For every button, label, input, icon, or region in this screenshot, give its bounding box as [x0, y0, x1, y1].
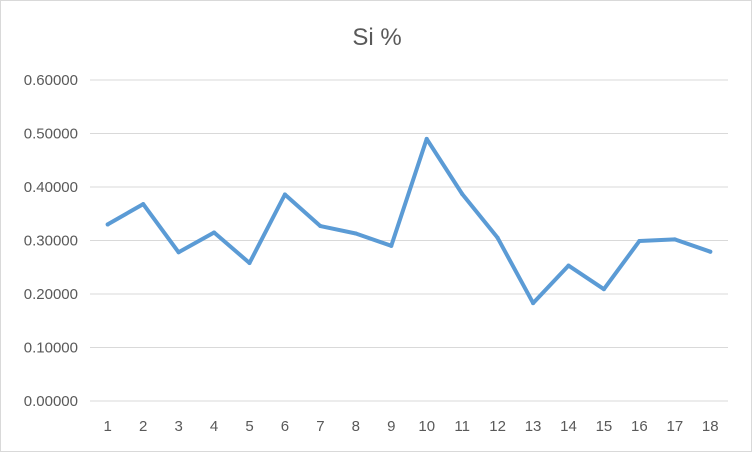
- data-point: [141, 202, 146, 207]
- data-point: [637, 239, 642, 244]
- y-tick-label: 0.30000: [24, 233, 78, 250]
- x-tick-label: 3: [174, 418, 182, 435]
- y-tick-label: 0.00000: [24, 393, 78, 410]
- data-point: [708, 249, 713, 254]
- x-tick-label: 11: [454, 418, 470, 435]
- data-point: [495, 235, 500, 240]
- x-tick-label: 4: [210, 418, 218, 435]
- x-tick-label: 12: [489, 418, 506, 435]
- x-tick-label: 17: [666, 418, 683, 435]
- data-point: [105, 222, 110, 227]
- x-tick-label: 2: [139, 418, 147, 435]
- chart-title: Si %: [352, 24, 401, 51]
- y-tick-label: 0.10000: [24, 340, 78, 357]
- x-tick-label: 7: [316, 418, 324, 435]
- data-point: [601, 287, 606, 292]
- data-point: [566, 263, 571, 268]
- series-layer: [105, 136, 713, 306]
- data-point: [389, 243, 394, 248]
- x-tick-label: 5: [245, 418, 253, 435]
- y-tick-label: 0.40000: [24, 179, 78, 196]
- x-tick-label: 14: [560, 418, 577, 435]
- x-tick-label: 9: [387, 418, 395, 435]
- data-point: [282, 192, 287, 197]
- data-point: [672, 237, 677, 242]
- data-point: [460, 191, 465, 196]
- data-point: [353, 231, 358, 236]
- x-tick-label: 15: [596, 418, 613, 435]
- y-tick-label: 0.20000: [24, 286, 78, 303]
- x-tick-label: 13: [525, 418, 542, 435]
- data-point: [531, 301, 536, 306]
- gridlines: [90, 79, 728, 402]
- x-tick-label: 16: [631, 418, 648, 435]
- y-tick-label: 0.50000: [24, 126, 78, 143]
- y-tick-label: 0.60000: [24, 72, 78, 89]
- y-axis-tick-labels: 0.00000 0.10000 0.20000 0.30000 0.40000 0.500…: [24, 72, 78, 410]
- data-point: [424, 136, 429, 141]
- series-line: [105, 136, 713, 306]
- data-point: [247, 260, 252, 265]
- x-axis-tick-labels: 1 2 3 4 5 6 7 8 9 10 11 12 13 14 15 16 17 18: [104, 418, 719, 435]
- data-point: [212, 230, 217, 235]
- x-tick-label: 18: [702, 418, 719, 435]
- x-tick-label: 8: [352, 418, 360, 435]
- x-tick-label: 1: [104, 418, 112, 435]
- x-tick-label: 10: [418, 418, 435, 435]
- x-tick-label: 6: [281, 418, 289, 435]
- data-point: [176, 250, 181, 255]
- data-point: [318, 224, 323, 229]
